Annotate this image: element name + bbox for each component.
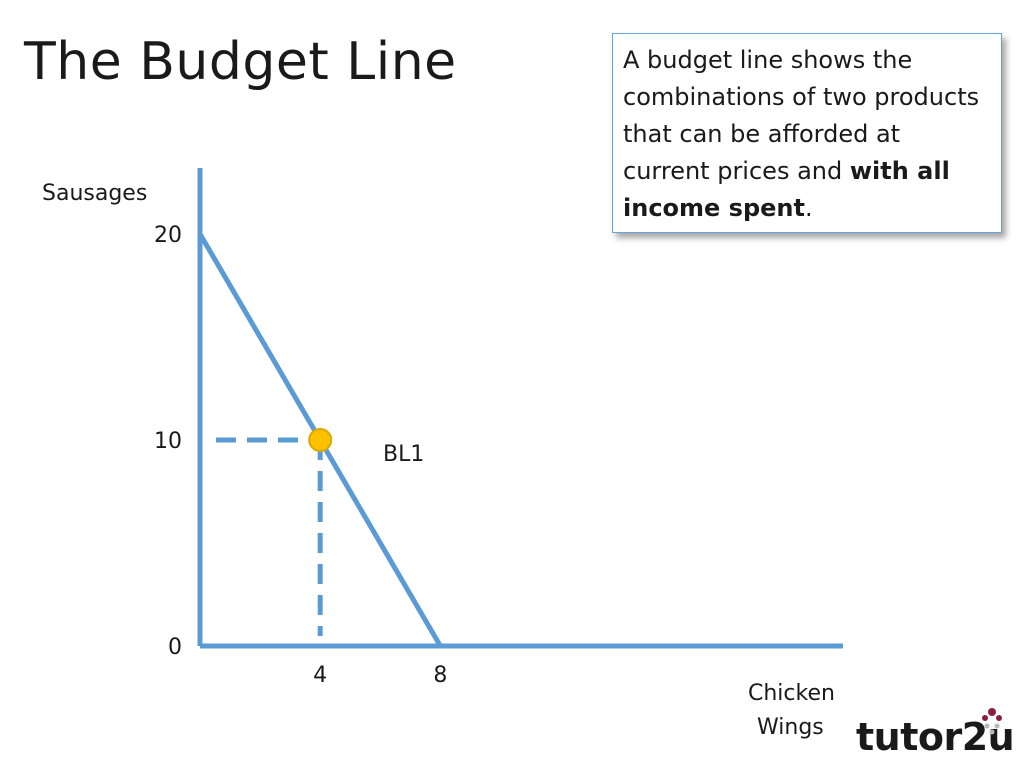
y-axis-label: Sausages [42, 181, 147, 206]
x-axis-label-line-2: Wings [757, 715, 824, 740]
definition-emphasis: with all income spent [623, 157, 950, 222]
flower-icon [982, 708, 1002, 735]
y-tick-label: 0 [168, 635, 182, 660]
y-tick-labels: 0 10 20 [154, 223, 182, 660]
definition-text: A budget line shows the combinations of … [623, 46, 980, 185]
x-tick-label: 8 [433, 663, 447, 688]
definition-callout: A budget line shows the combinations of … [612, 33, 1002, 233]
y-tick-label: 20 [154, 223, 182, 248]
series-label-bl1: BL1 [383, 442, 424, 467]
highlight-point [308, 428, 333, 452]
x-tick-label: 4 [313, 663, 327, 688]
y-tick-label: 10 [154, 429, 182, 454]
definition-period: . [804, 194, 813, 222]
x-axis-label-line-1: Chicken [748, 681, 835, 706]
page-title: The Budget Line [24, 32, 457, 92]
